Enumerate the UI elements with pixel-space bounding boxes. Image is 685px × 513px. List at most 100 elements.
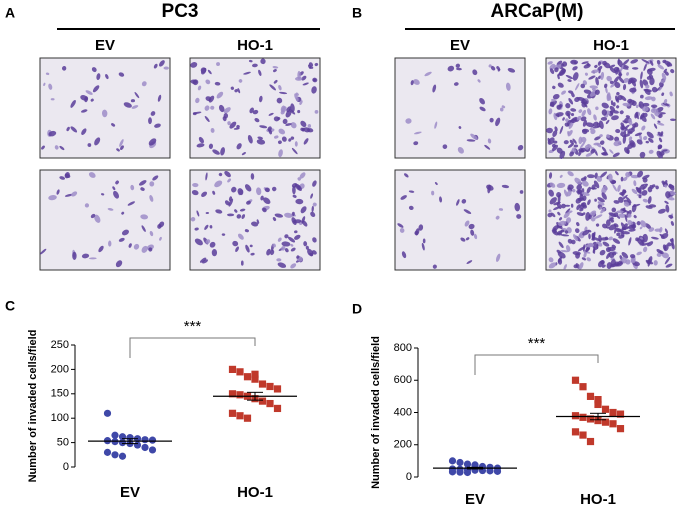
cell	[453, 82, 459, 86]
cell	[276, 258, 282, 262]
cell	[565, 208, 571, 214]
cell	[639, 151, 646, 158]
cell	[61, 66, 67, 71]
data-point	[571, 376, 580, 384]
cell	[490, 65, 496, 71]
cell	[157, 94, 162, 102]
cell	[611, 115, 619, 121]
cell	[600, 71, 605, 81]
cell	[593, 142, 601, 146]
cell	[115, 260, 123, 268]
cell	[272, 243, 276, 248]
cell	[56, 189, 60, 195]
cell	[157, 223, 162, 229]
cell	[197, 85, 202, 91]
data-point	[236, 368, 244, 376]
cell	[628, 118, 633, 126]
cell	[140, 187, 145, 191]
data-point	[103, 448, 112, 456]
cell	[401, 251, 407, 259]
data-point	[456, 458, 464, 467]
cell	[548, 189, 554, 197]
cell	[656, 252, 662, 257]
cell	[646, 131, 654, 139]
cell	[669, 238, 674, 242]
cell	[210, 105, 215, 110]
cell	[560, 203, 566, 209]
cell	[579, 192, 584, 201]
cell	[405, 118, 412, 124]
cell	[224, 170, 231, 178]
cell	[595, 106, 599, 111]
cell	[550, 101, 555, 108]
cell	[470, 133, 478, 140]
cell	[272, 217, 277, 222]
cell	[131, 105, 139, 109]
cell	[307, 248, 314, 257]
cell	[651, 104, 658, 108]
cell	[643, 135, 648, 141]
cell	[141, 225, 146, 232]
cell	[567, 130, 570, 135]
cell	[622, 176, 628, 182]
cell	[620, 95, 627, 101]
cell	[630, 59, 639, 64]
cell	[649, 77, 655, 86]
cell	[631, 258, 636, 264]
cell	[601, 185, 608, 194]
cell	[641, 189, 648, 196]
cell	[630, 78, 637, 87]
cell	[292, 194, 297, 198]
cell	[514, 202, 521, 212]
cell	[271, 186, 277, 192]
cell	[397, 223, 404, 228]
cell	[310, 211, 316, 217]
cell	[636, 139, 643, 145]
cell	[646, 68, 653, 75]
cell	[107, 208, 114, 211]
cell	[663, 98, 668, 104]
cell	[281, 241, 291, 247]
cell	[260, 58, 266, 65]
cell	[670, 68, 675, 74]
cell	[558, 217, 563, 221]
cell	[583, 176, 587, 180]
cell	[141, 81, 147, 87]
cell	[621, 256, 627, 264]
cell	[113, 190, 120, 199]
cell	[577, 96, 585, 102]
cell	[463, 209, 472, 214]
data-point	[251, 370, 259, 378]
cell	[622, 83, 627, 91]
cell	[557, 220, 567, 227]
cell	[148, 247, 153, 252]
cell	[556, 60, 563, 66]
cell	[612, 102, 616, 107]
cell	[660, 79, 666, 84]
cell	[456, 67, 462, 71]
cell	[54, 145, 59, 150]
cell	[149, 181, 155, 187]
cell	[651, 96, 656, 102]
cell	[631, 203, 637, 213]
cell	[630, 254, 636, 259]
cell	[210, 128, 215, 133]
cell	[583, 63, 591, 69]
cell	[466, 139, 476, 142]
cell	[616, 210, 624, 214]
cell	[262, 207, 267, 213]
cell	[50, 98, 55, 101]
cell	[567, 171, 574, 177]
cell	[622, 59, 630, 66]
cell	[223, 107, 231, 114]
cell	[629, 87, 637, 93]
cell	[94, 137, 101, 146]
cell	[606, 75, 612, 82]
data-point	[228, 365, 237, 373]
cell	[268, 112, 274, 116]
cell	[310, 193, 314, 199]
cell	[559, 174, 563, 178]
cell	[249, 244, 253, 248]
cell	[281, 136, 287, 142]
cell	[622, 189, 627, 193]
